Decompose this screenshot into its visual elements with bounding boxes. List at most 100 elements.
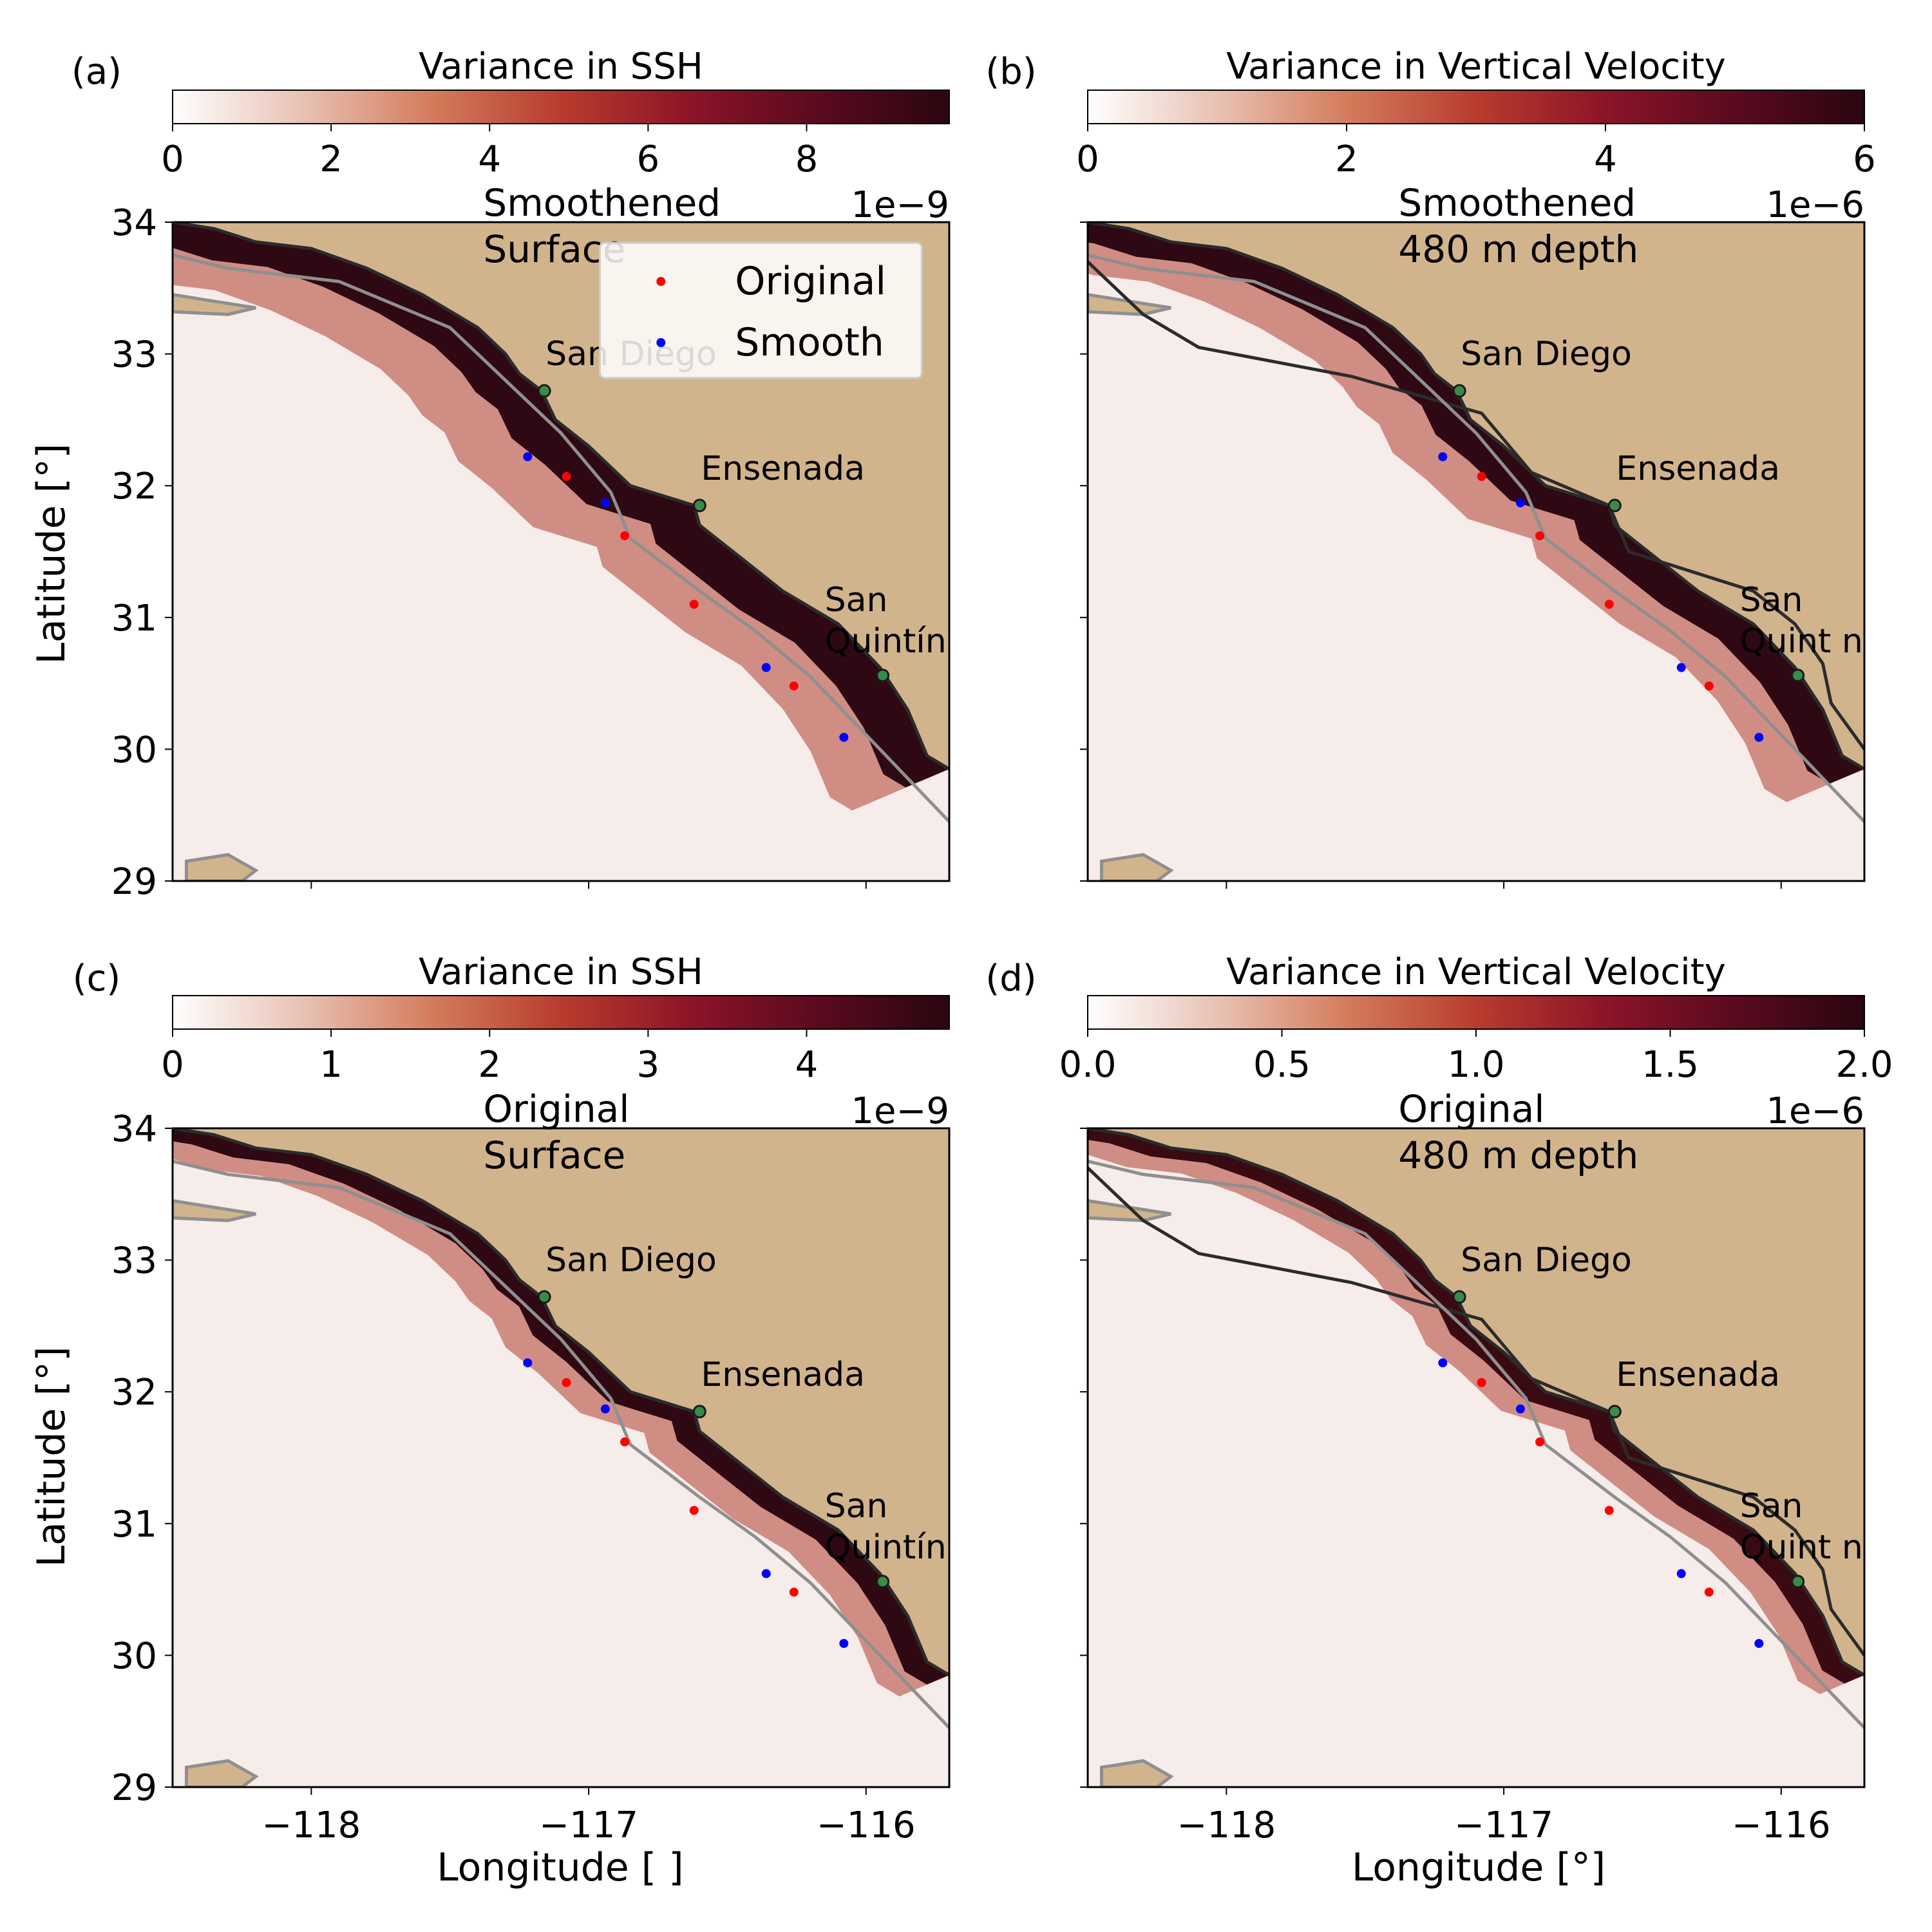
colorbar-tick-label: 6 xyxy=(637,138,660,180)
y-tick-label: 31 xyxy=(111,598,157,639)
smooth-point xyxy=(839,732,849,742)
colorbar-tick-label: 1 xyxy=(319,1044,343,1086)
coastal-band-outer xyxy=(173,1128,949,1697)
axes-frame xyxy=(171,1127,951,1788)
colorbar-tick-label: 8 xyxy=(795,138,819,180)
island xyxy=(185,1759,259,1787)
city-label: Quintín xyxy=(825,622,947,661)
city-marker xyxy=(537,1290,551,1304)
y-tick-label: 34 xyxy=(111,1108,157,1150)
original-point xyxy=(562,471,571,481)
axes-frame xyxy=(171,221,951,882)
city-marker xyxy=(876,1575,890,1589)
island xyxy=(1088,292,1171,316)
colorbar-title: Variance in Vertical Velocity xyxy=(1226,951,1726,993)
y-tick-label: 33 xyxy=(111,1240,157,1282)
island xyxy=(1100,853,1174,881)
y-tick-label: 30 xyxy=(111,1635,157,1677)
x-tick-label: −118 xyxy=(1177,1804,1276,1846)
colorbar xyxy=(172,90,950,124)
y-tick-label: 30 xyxy=(111,729,157,771)
city-label: Ensenada xyxy=(701,1356,865,1394)
legend-box xyxy=(598,242,923,379)
coastal-band-outer xyxy=(1088,222,1864,802)
city-label: San xyxy=(1740,581,1803,620)
y-tick-label: 33 xyxy=(111,334,157,376)
smooth-point xyxy=(600,498,610,507)
x-tick-label: −117 xyxy=(1454,1804,1553,1846)
y-axis-label-bottom: Latitude [°] xyxy=(29,1347,74,1567)
smooth-point xyxy=(1754,732,1764,742)
city-marker xyxy=(1607,498,1622,513)
island xyxy=(1088,1198,1171,1222)
panel-label: (a) xyxy=(71,51,122,93)
original-point xyxy=(689,600,699,609)
city-marker xyxy=(1791,1575,1805,1589)
panel-title: Original xyxy=(1398,1087,1544,1131)
colorbar-tick-label: 0 xyxy=(161,138,184,180)
city-marker xyxy=(537,384,551,398)
x-axis-label-d: Longitude [°] xyxy=(1352,1845,1605,1890)
city-label: San Diego xyxy=(1461,335,1632,374)
original-point xyxy=(1477,1378,1486,1387)
coastline xyxy=(173,222,949,771)
panel-label: (b) xyxy=(985,51,1036,93)
legend-smooth-label: Smooth xyxy=(735,320,884,365)
colorbar-tick-label: 6 xyxy=(1853,138,1876,180)
land xyxy=(1088,1128,1864,1676)
x-tick-label: −116 xyxy=(817,1804,916,1846)
x-axis-label-c: Longitude [ ] xyxy=(437,1845,683,1890)
smooth-point xyxy=(1754,1638,1764,1648)
original-point xyxy=(1704,681,1714,691)
original-point xyxy=(620,531,630,540)
y-tick-label: 32 xyxy=(111,1372,157,1414)
city-label: San xyxy=(1740,1487,1803,1526)
colorbar-tick-label: 4 xyxy=(1594,138,1617,180)
colorbar-tick-label: 4 xyxy=(795,1044,819,1086)
legend-original-marker xyxy=(656,277,666,286)
island xyxy=(173,292,256,316)
city-label: San xyxy=(825,581,888,620)
plot-area xyxy=(1088,1128,1864,1787)
smooth-point xyxy=(523,452,533,462)
legend-original-label: Original xyxy=(735,259,886,304)
coastline xyxy=(1088,1128,1864,1677)
colorbar-exponent: 1e−9 xyxy=(851,184,949,226)
city-label: Ensenada xyxy=(1616,1356,1780,1394)
y-tick-label: 29 xyxy=(111,861,157,903)
depth-contour xyxy=(1088,1159,1864,1729)
smooth-point xyxy=(839,1638,849,1648)
city-label: Ensenada xyxy=(701,450,865,488)
land xyxy=(1088,222,1864,770)
panel-title: Surface xyxy=(483,1133,625,1177)
panel-title: 480 m depth xyxy=(1398,227,1638,271)
legend-smooth-marker xyxy=(656,338,666,347)
island xyxy=(173,1198,256,1222)
colorbar xyxy=(1087,995,1865,1030)
axes-frame xyxy=(1086,1127,1866,1788)
panel-label: (d) xyxy=(985,958,1036,999)
colorbar-tick-label: 3 xyxy=(637,1044,660,1086)
city-label: Quintín xyxy=(825,1528,947,1567)
colorbar-tick-label: 1.0 xyxy=(1447,1044,1504,1086)
smooth-point xyxy=(600,1404,610,1414)
colorbar-tick-label: 2.0 xyxy=(1835,1044,1893,1086)
colorbar-exponent: 1e−9 xyxy=(851,1090,949,1132)
coastline xyxy=(173,1128,949,1677)
city-label: Quint n xyxy=(1740,1528,1863,1567)
colorbar-tick-label: 0.0 xyxy=(1059,1044,1116,1086)
smooth-point xyxy=(1676,1569,1686,1578)
original-point xyxy=(1704,1587,1714,1597)
colorbar-exponent: 1e−6 xyxy=(1766,1090,1864,1132)
coastal-band-outer xyxy=(1088,1128,1864,1694)
island xyxy=(1100,1759,1174,1787)
city-label: San Diego xyxy=(545,1241,717,1280)
panel-d: (d) Variance in Vertical Velocity 0.0 0.5 1.… xyxy=(985,951,1893,1846)
smooth-point xyxy=(1515,498,1525,507)
original-point xyxy=(1604,1506,1614,1515)
panel-title: Smoothened xyxy=(1398,181,1636,225)
city-marker xyxy=(1452,1290,1466,1304)
coastal-band-inner xyxy=(173,222,949,788)
